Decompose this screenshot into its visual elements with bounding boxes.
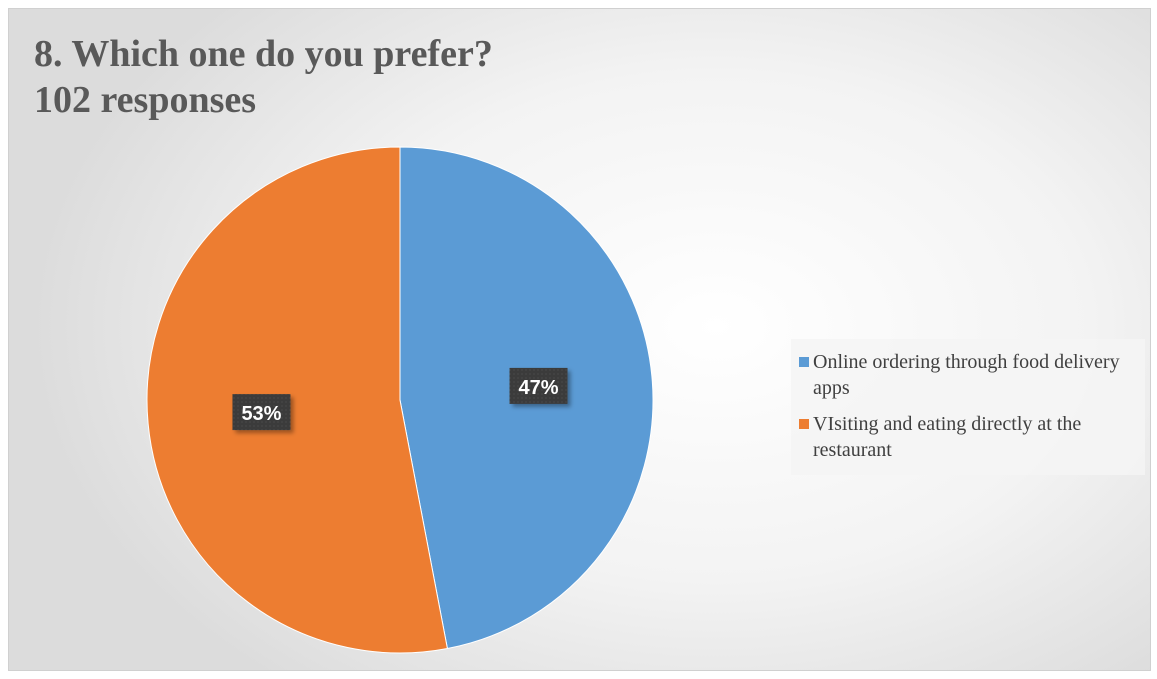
legend-swatch-online: [799, 357, 809, 367]
svg-text:47%: 47%: [519, 377, 559, 399]
pie-slice-visiting: [146, 146, 448, 654]
svg-text:53%: 53%: [241, 403, 281, 425]
legend-item-visiting: VIsiting and eating directly at the rest…: [799, 411, 1139, 463]
chart-legend: Online ordering through food delivery ap…: [791, 339, 1145, 475]
legend-label-visiting: VIsiting and eating directly at the rest…: [813, 413, 1082, 461]
legend-item-online: Online ordering through food delivery ap…: [799, 349, 1139, 401]
chart-subtitle: 102 responses: [34, 79, 257, 121]
legend-label-online: Online ordering through food delivery ap…: [813, 351, 1120, 399]
legend-swatch-visiting: [799, 419, 809, 429]
pie-chart: 47% 53%: [146, 146, 654, 654]
chart-title-block: 8. Which one do you prefer? 102 response…: [34, 31, 493, 123]
data-label-online: 47%: [509, 367, 568, 404]
chart-frame: 8. Which one do you prefer? 102 response…: [8, 8, 1151, 671]
chart-title: 8. Which one do you prefer?: [34, 33, 493, 75]
data-label-visiting: 53%: [232, 394, 291, 431]
